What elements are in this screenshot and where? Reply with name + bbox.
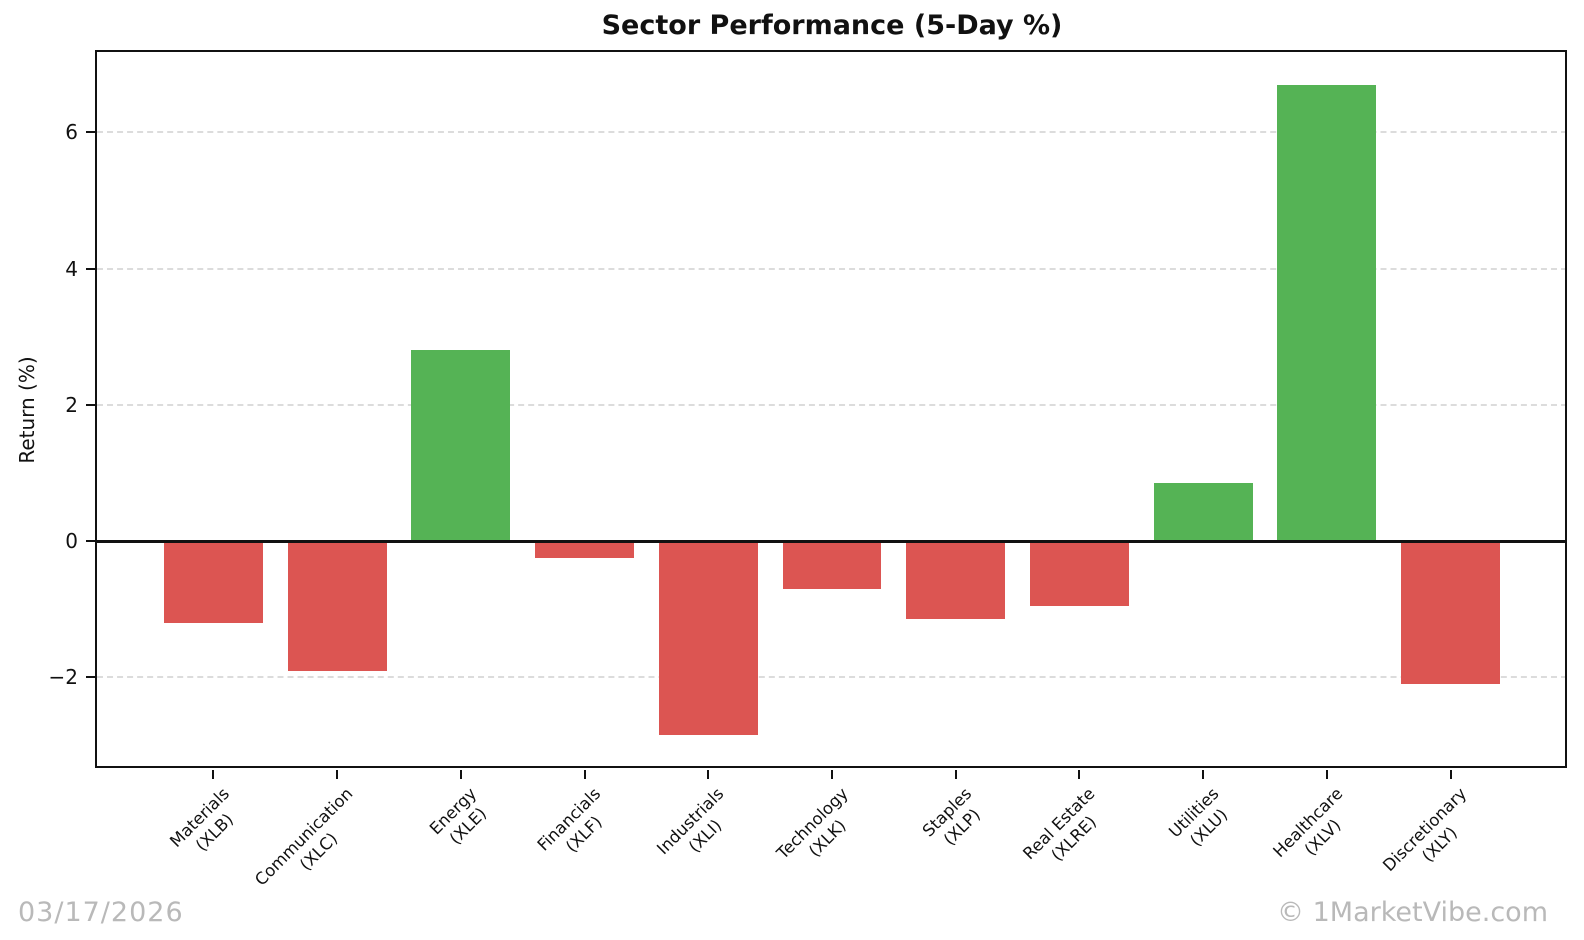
bar-xlv <box>1277 84 1377 542</box>
gridline-y-2 <box>97 403 1567 406</box>
xtick-label-xlb: Materials (XLB) <box>165 784 237 855</box>
xtick-label-xlv: Healthcare (XLV) <box>1269 784 1347 862</box>
ytick-mark--2 <box>86 676 95 679</box>
bar-xle <box>411 350 511 542</box>
xtick-label-xlp: Staples (XLP) <box>918 784 984 849</box>
ytick-label--2: −2 <box>48 665 78 690</box>
xtick-mark-3 <box>459 770 462 779</box>
xtick-mark-4 <box>583 770 586 779</box>
bar-xlp <box>906 541 1006 620</box>
gridline-y-6 <box>97 131 1567 134</box>
bar-xly <box>1401 541 1501 685</box>
xtick-label-xle: Energy (XLE) <box>425 784 490 848</box>
bar-xlk <box>782 541 882 589</box>
xtick-mark-7 <box>954 770 957 779</box>
xtick-label-xly: Discretionary (XLY) <box>1379 784 1471 876</box>
ytick-label-2: 2 <box>65 392 78 417</box>
bar-xlc <box>287 541 387 671</box>
xtick-mark-9 <box>1202 770 1205 779</box>
gridline-y--2 <box>97 676 1567 679</box>
chart-title: Sector Performance (5-Day %) <box>601 10 1063 41</box>
bar-xli <box>658 541 758 736</box>
footer-date: 03/17/2026 <box>18 897 184 928</box>
xtick-mark-8 <box>1078 770 1081 779</box>
ytick-mark-0 <box>86 540 95 543</box>
xtick-label-xlu: Utilities (XLU) <box>1165 784 1232 850</box>
bar-xlf <box>535 541 634 559</box>
xtick-label-xli: Industrials (XLI) <box>653 784 728 859</box>
gridline-y-4 <box>97 267 1567 270</box>
xtick-mark-10 <box>1325 770 1328 779</box>
xtick-mark-11 <box>1449 770 1452 779</box>
xtick-label-xlc: Communication (XLC) <box>251 784 357 890</box>
xtick-label-xlk: Technology (XLK) <box>772 784 852 863</box>
xtick-mark-1 <box>212 770 215 779</box>
ytick-mark-6 <box>86 131 95 134</box>
xtick-mark-6 <box>831 770 833 779</box>
bar-xlu <box>1153 483 1253 542</box>
xtick-label-xlre: Real Estate (XLRE) <box>1019 784 1101 865</box>
ytick-label-4: 4 <box>65 256 78 281</box>
xtick-mark-2 <box>336 770 339 779</box>
bar-xlb <box>163 541 263 623</box>
bar-xlre <box>1029 541 1129 606</box>
ytick-label-0: 0 <box>65 529 78 554</box>
ytick-mark-4 <box>86 267 95 270</box>
ytick-label-6: 6 <box>65 120 78 145</box>
xtick-label-xlf: Financials (XLF) <box>533 784 606 856</box>
footer-credit: © 1MarketVibe.com <box>1277 897 1548 928</box>
ytick-mark-2 <box>86 403 95 406</box>
zero-baseline <box>97 539 1567 543</box>
xtick-mark-5 <box>707 770 710 779</box>
